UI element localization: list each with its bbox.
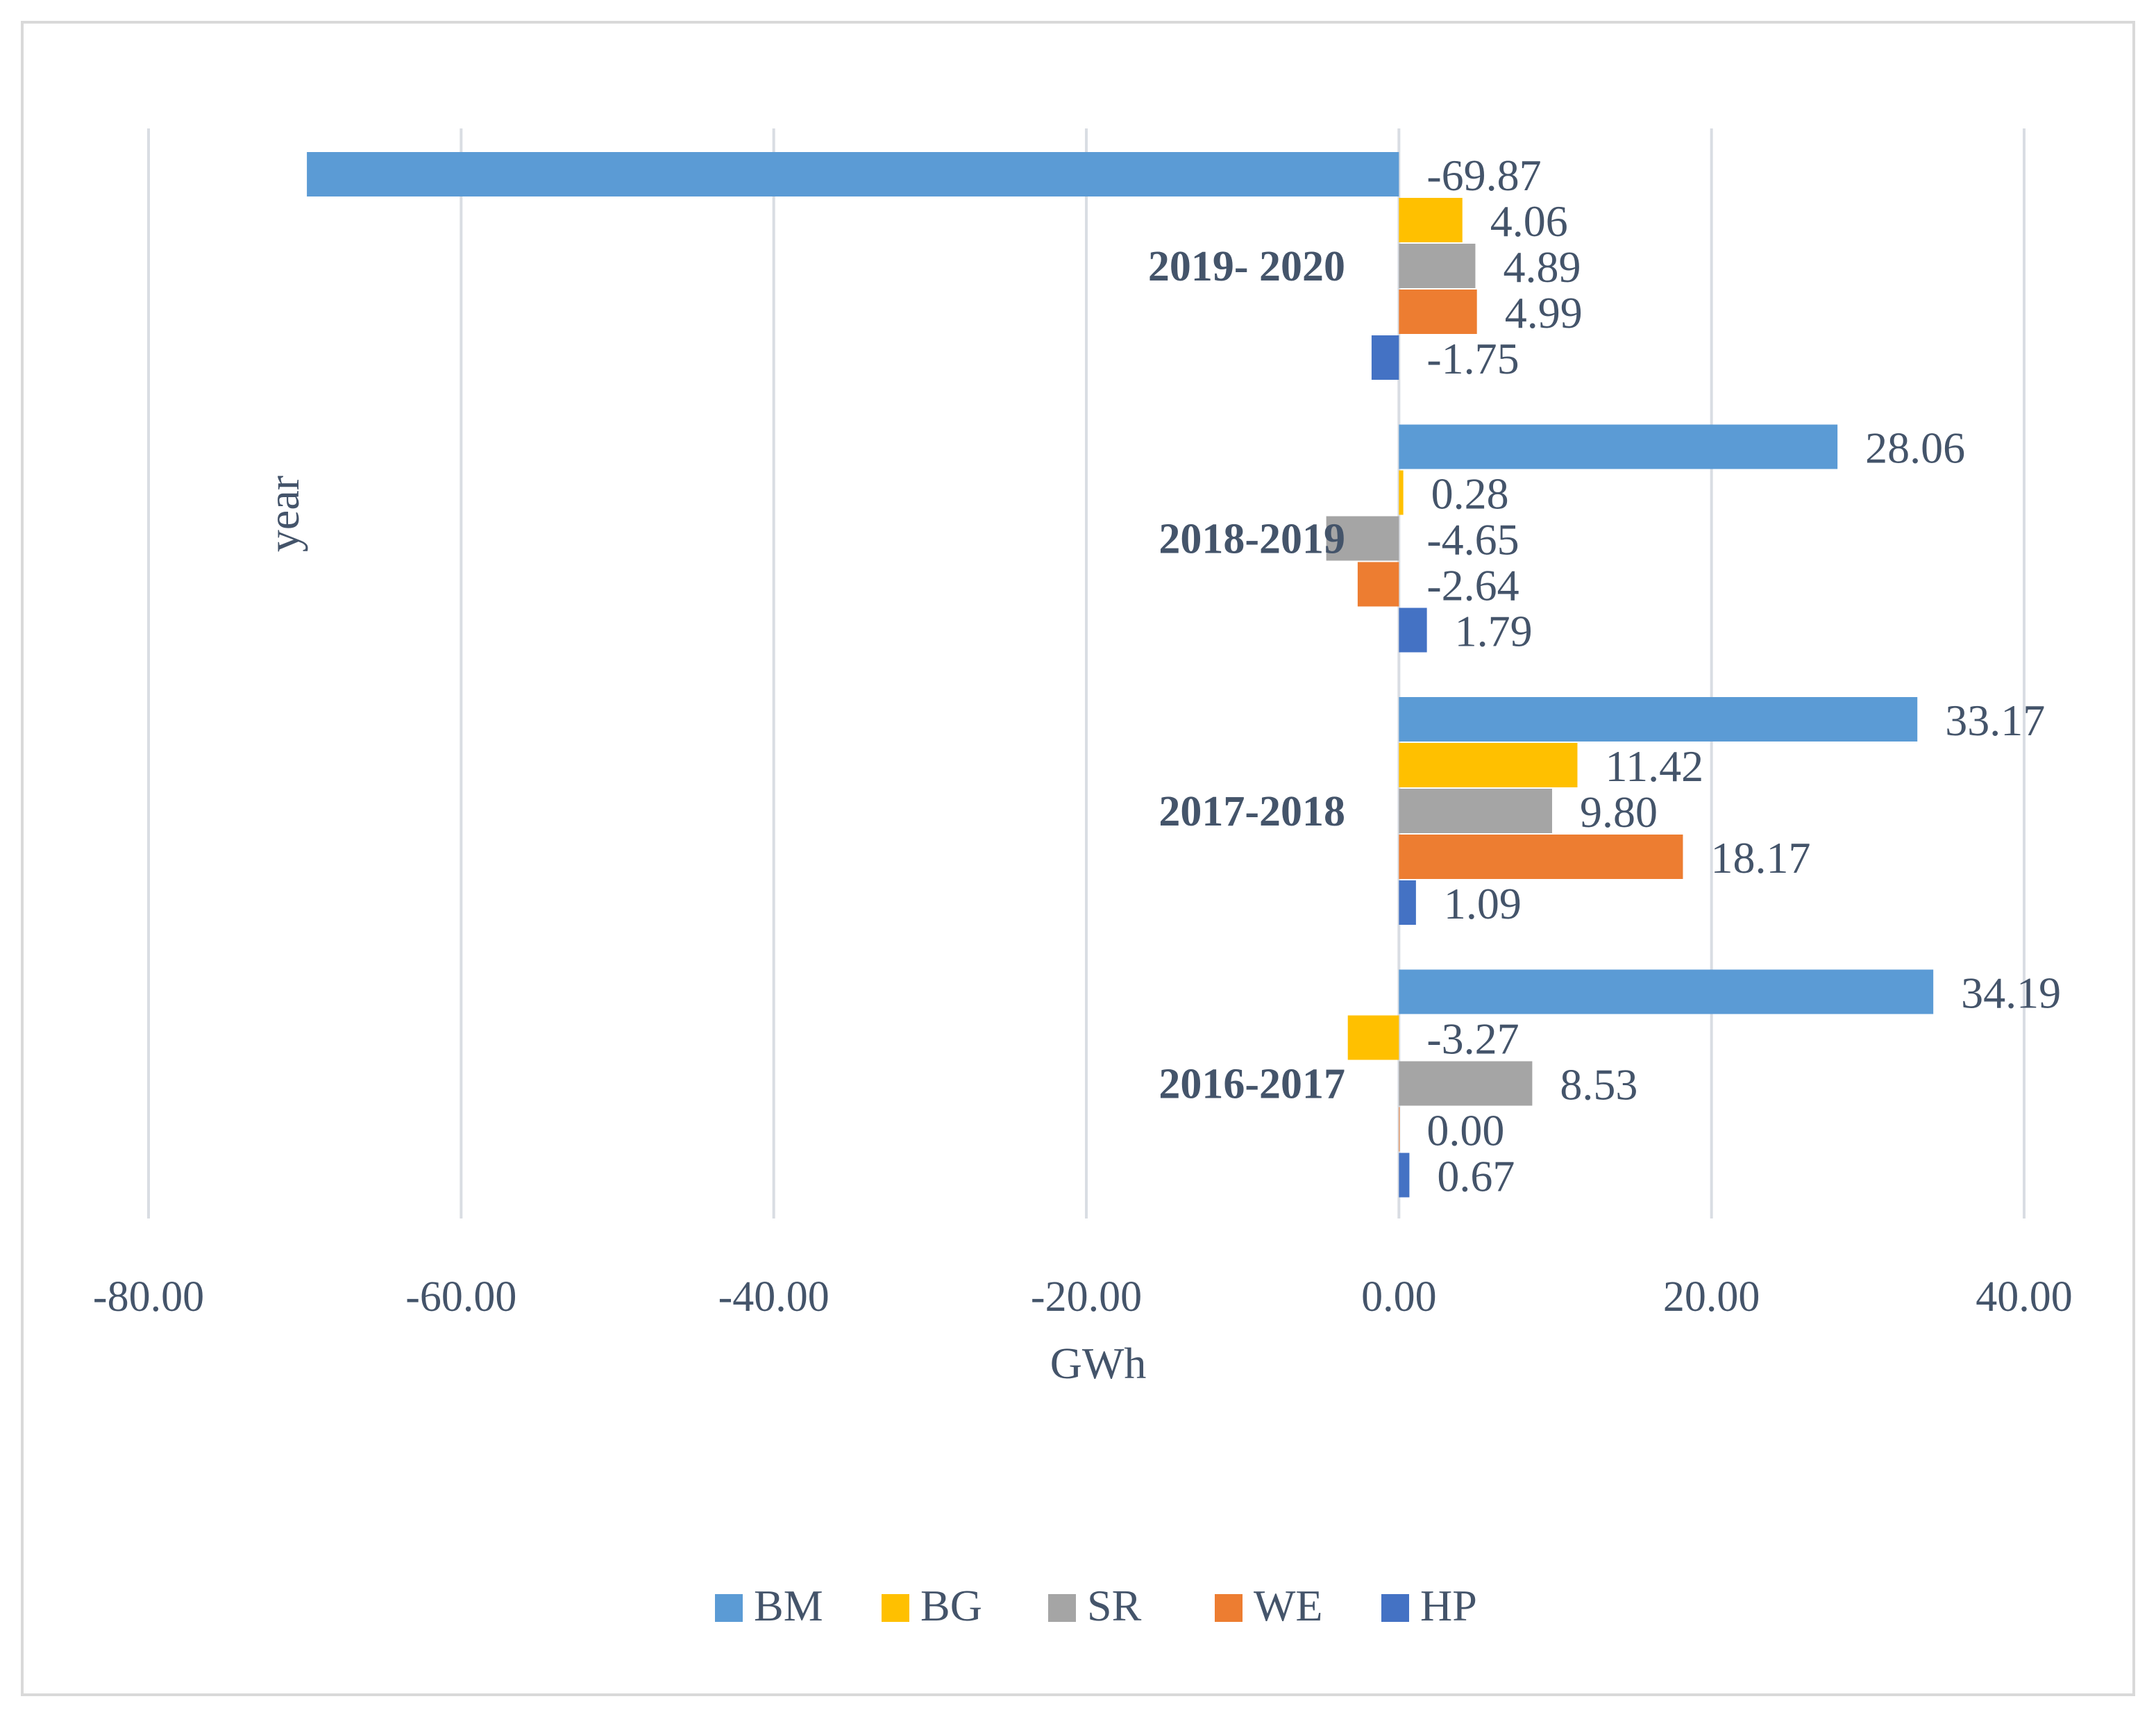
data-label: 4.99 [1505,288,1583,337]
bar-bg-2 [1399,743,1578,787]
bar-hp-1 [1399,608,1427,653]
data-label: 0.28 [1431,469,1509,519]
category-label: 2016-2017 [1159,1061,1345,1108]
bar-we-2 [1399,835,1683,879]
data-label: -4.65 [1426,515,1519,564]
category-label: 2017-2018 [1159,788,1345,835]
legend-label-bg: BG [920,1581,982,1630]
data-label: -1.75 [1426,334,1519,383]
x-tick-labels: -80.00 -60.00 -40.00 -20.00 0.00 20.00 40.00 [93,1273,2073,1321]
bar-bm-1 [1399,424,1838,469]
legend-label-sr: SR [1087,1581,1142,1630]
data-label: 8.53 [1560,1060,1637,1109]
bar-sr-0 [1399,244,1476,288]
x-tick-label: 20.00 [1663,1273,1760,1321]
bar-bm-2 [1399,697,1918,742]
data-label: 34.19 [1961,969,2061,1018]
legend-swatch-we [1215,1594,1243,1622]
bar-bg-1 [1399,470,1404,515]
data-label: 11.42 [1605,742,1703,791]
bar-sr-1 [1326,516,1399,561]
x-tick-label: 0.00 [1361,1273,1437,1321]
data-label: 1.79 [1455,607,1533,656]
bar-we-0 [1399,290,1477,334]
legend-swatch-bm [715,1594,743,1622]
bars [307,152,1934,1198]
legend-swatch-sr [1048,1594,1076,1622]
legend-swatch-bg [882,1594,909,1622]
bar-we-1 [1357,562,1399,607]
bar-bg-3 [1347,1015,1399,1060]
legend-swatch-hp [1381,1594,1409,1622]
legend: BM BG SR WE HP [715,1581,1477,1630]
data-label: 0.67 [1437,1152,1515,1201]
category-label: 2019- 2020 [1148,243,1345,290]
gridlines [147,128,2026,1218]
x-tick-label: -60.00 [405,1273,516,1321]
data-label: -3.27 [1426,1014,1519,1064]
bar-sr-2 [1399,789,1552,833]
x-tick-label: -80.00 [93,1273,204,1321]
bar-sr-3 [1399,1061,1533,1106]
legend-label-we: WE [1254,1581,1323,1630]
data-label: 1.09 [1444,879,1522,928]
data-labels: -69.874.064.894.99-1.75 28.06 0.28-4.65-2.… [1426,151,2061,1201]
category-label: 2018-2019 [1159,516,1345,563]
bar-bm-3 [1399,969,1934,1014]
data-label: 9.80 [1580,787,1658,837]
bar-hp-0 [1371,335,1399,380]
data-label: 18.17 [1710,833,1810,882]
data-label: 0.00 [1426,1106,1504,1155]
data-label: -2.64 [1426,561,1519,610]
chart-frame [21,21,2135,1696]
x-tick-label: -40.00 [718,1273,829,1321]
legend-label-bm: BM [754,1581,823,1630]
y-axis-title: year [259,476,308,552]
bar-bm-0 [307,152,1399,196]
x-tick-label: 40.00 [1976,1273,2073,1321]
category-labels: 2019- 2020 2018-2019 2017-2018 2016-2017 [1148,243,1345,1108]
data-label: 33.17 [1945,696,2045,745]
x-axis-title: GWh [1050,1339,1147,1388]
x-tick-label: -20.00 [1031,1273,1142,1321]
data-label: 4.06 [1490,196,1568,246]
data-label: 4.89 [1503,242,1581,292]
data-label: -69.87 [1426,151,1541,200]
bar-bg-0 [1399,198,1463,242]
bar-hp-2 [1399,880,1416,925]
legend-label-hp: HP [1420,1581,1477,1630]
bar-hp-3 [1399,1153,1410,1198]
data-label: 28.06 [1865,424,1965,473]
